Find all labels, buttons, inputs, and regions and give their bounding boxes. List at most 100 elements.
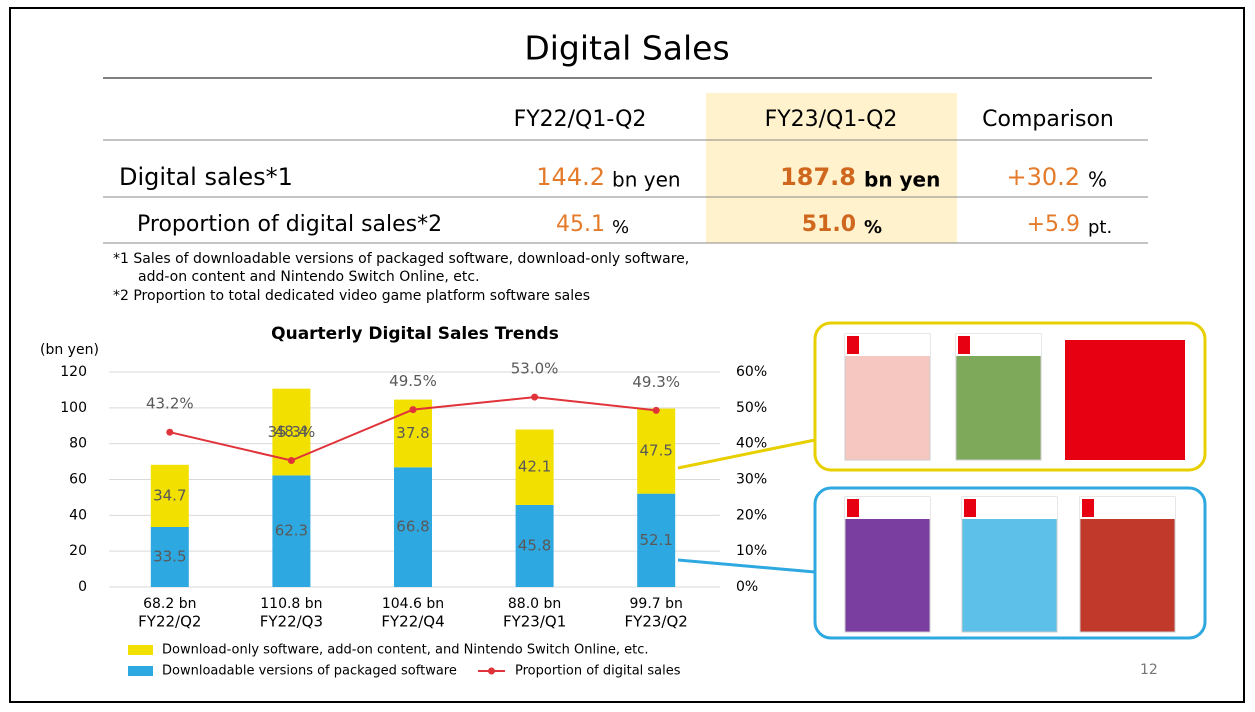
bar-segment bbox=[150, 526, 189, 587]
cell-unit: pt. bbox=[1088, 217, 1112, 238]
cover-logo bbox=[1082, 499, 1094, 517]
data-label: 52.1 bbox=[639, 531, 672, 549]
cover-logo bbox=[847, 499, 859, 517]
legend-dot bbox=[488, 667, 495, 675]
cell-value: 51.0 bbox=[802, 212, 856, 237]
connector bbox=[677, 438, 816, 470]
data-label: 45.8 bbox=[518, 536, 551, 554]
cell-unit: % bbox=[864, 217, 882, 238]
footnote: add-on content and Nintendo Switch Onlin… bbox=[138, 269, 480, 285]
cell-value: +5.9 bbox=[1027, 212, 1080, 237]
bar-segment bbox=[272, 475, 311, 587]
title: Digital Sales bbox=[524, 29, 729, 68]
footnote: *1 Sales of downloadable versions of pac… bbox=[113, 251, 689, 267]
x-tick-label: FY23/Q2 bbox=[625, 613, 688, 631]
total-label: 99.7 bn bbox=[630, 596, 683, 612]
y-tick-label: 120 bbox=[60, 364, 87, 380]
line-label: 53.0% bbox=[511, 360, 559, 378]
product-covers bbox=[844, 333, 1185, 633]
cell-unit: bn yen bbox=[612, 168, 681, 192]
line-label: 49.3% bbox=[632, 373, 680, 391]
data-label: 33.5 bbox=[153, 547, 186, 565]
y2-tick-label: 10% bbox=[736, 543, 767, 559]
line-point bbox=[166, 428, 174, 436]
cell-unit: % bbox=[612, 217, 629, 238]
column-header: FY23/Q1-Q2 bbox=[765, 107, 898, 132]
y2-tick-label: 30% bbox=[736, 472, 767, 488]
cell-value: 144.2 bbox=[536, 163, 605, 191]
total-label: 68.2 bn bbox=[143, 596, 196, 612]
bar-segment bbox=[637, 408, 676, 494]
bar-segment bbox=[150, 464, 189, 527]
cover-logo bbox=[958, 336, 970, 354]
line-point bbox=[652, 406, 660, 414]
total-label: 104.6 bn bbox=[382, 596, 444, 612]
cover bbox=[961, 496, 1058, 633]
bar-segment bbox=[637, 493, 676, 587]
y-tick-label: 20 bbox=[69, 543, 87, 559]
line-label: 49.5% bbox=[389, 372, 437, 390]
cover-logo bbox=[847, 336, 859, 354]
bar-segment bbox=[515, 429, 554, 505]
y2-tick-label: 40% bbox=[736, 436, 767, 452]
cell-value: +30.2 bbox=[1006, 163, 1080, 191]
cover-top bbox=[845, 334, 930, 356]
cover-top bbox=[845, 497, 930, 519]
page-number: 12 bbox=[1140, 662, 1158, 678]
cover bbox=[844, 496, 931, 633]
line-point bbox=[287, 457, 295, 465]
legend-label: Downloadable versions of packaged softwa… bbox=[162, 664, 457, 679]
total-label: 110.8 bn bbox=[260, 596, 322, 612]
cover bbox=[1079, 496, 1176, 633]
y-tick-label: 40 bbox=[69, 507, 87, 523]
data-label: 66.8 bbox=[396, 518, 429, 536]
chart-title: Quarterly Digital Sales Trends bbox=[271, 324, 559, 344]
x-tick-label: FY22/Q2 bbox=[138, 613, 201, 631]
data-label: 47.5 bbox=[639, 442, 672, 460]
cover bbox=[1065, 340, 1185, 460]
cell-value: 45.1 bbox=[556, 212, 605, 237]
cell-value: 187.8 bbox=[780, 163, 856, 191]
y-tick-label: 60 bbox=[69, 472, 87, 488]
bar-segment bbox=[394, 467, 432, 587]
line-label: 43.2% bbox=[146, 395, 194, 413]
x-tick-label: FY22/Q4 bbox=[381, 613, 444, 631]
x-tick-label: FY22/Q3 bbox=[260, 613, 323, 631]
cell-unit: % bbox=[1088, 168, 1107, 192]
data-label: 42.1 bbox=[518, 458, 551, 476]
footnote: *2 Proportion to total dedicated video g… bbox=[113, 288, 590, 304]
x-tick-label: FY23/Q1 bbox=[503, 613, 566, 631]
y2-tick-label: 0% bbox=[736, 579, 758, 595]
data-label: 34.7 bbox=[153, 486, 186, 504]
data-label: 37.8 bbox=[396, 424, 429, 442]
cover-top bbox=[1080, 497, 1175, 519]
legend-label: Proportion of digital sales bbox=[515, 664, 681, 679]
legend-swatch bbox=[128, 645, 153, 655]
legend-swatch bbox=[128, 666, 153, 676]
cell-unit: bn yen bbox=[864, 168, 940, 192]
data-label: 62.3 bbox=[275, 522, 308, 540]
y-tick-label: 100 bbox=[60, 400, 87, 416]
y-tick-label: 0 bbox=[78, 579, 87, 595]
column-header: Comparison bbox=[982, 107, 1114, 132]
bar-segment bbox=[515, 504, 554, 587]
highlight-column bbox=[706, 93, 957, 243]
y-tick-label: 80 bbox=[69, 436, 87, 452]
y2-tick-label: 60% bbox=[736, 364, 767, 380]
data-label: 48.4 bbox=[275, 423, 308, 441]
legend-label: Download-only software, add-on content, … bbox=[162, 643, 649, 658]
y2-tick-label: 50% bbox=[736, 400, 767, 416]
row-label: Digital sales*1 bbox=[119, 163, 293, 191]
line-point bbox=[531, 393, 539, 401]
cover-top bbox=[962, 497, 1057, 519]
cover-logo bbox=[964, 499, 976, 517]
connector bbox=[677, 558, 816, 574]
y2-tick-label: 20% bbox=[736, 507, 767, 523]
line-label: 35.3% bbox=[268, 423, 316, 441]
cover-top bbox=[956, 334, 1041, 356]
column-header: FY22/Q1-Q2 bbox=[514, 107, 647, 132]
row-label: Proportion of digital sales*2 bbox=[137, 212, 442, 237]
line-point bbox=[409, 406, 417, 414]
total-label: 88.0 bn bbox=[508, 596, 561, 612]
